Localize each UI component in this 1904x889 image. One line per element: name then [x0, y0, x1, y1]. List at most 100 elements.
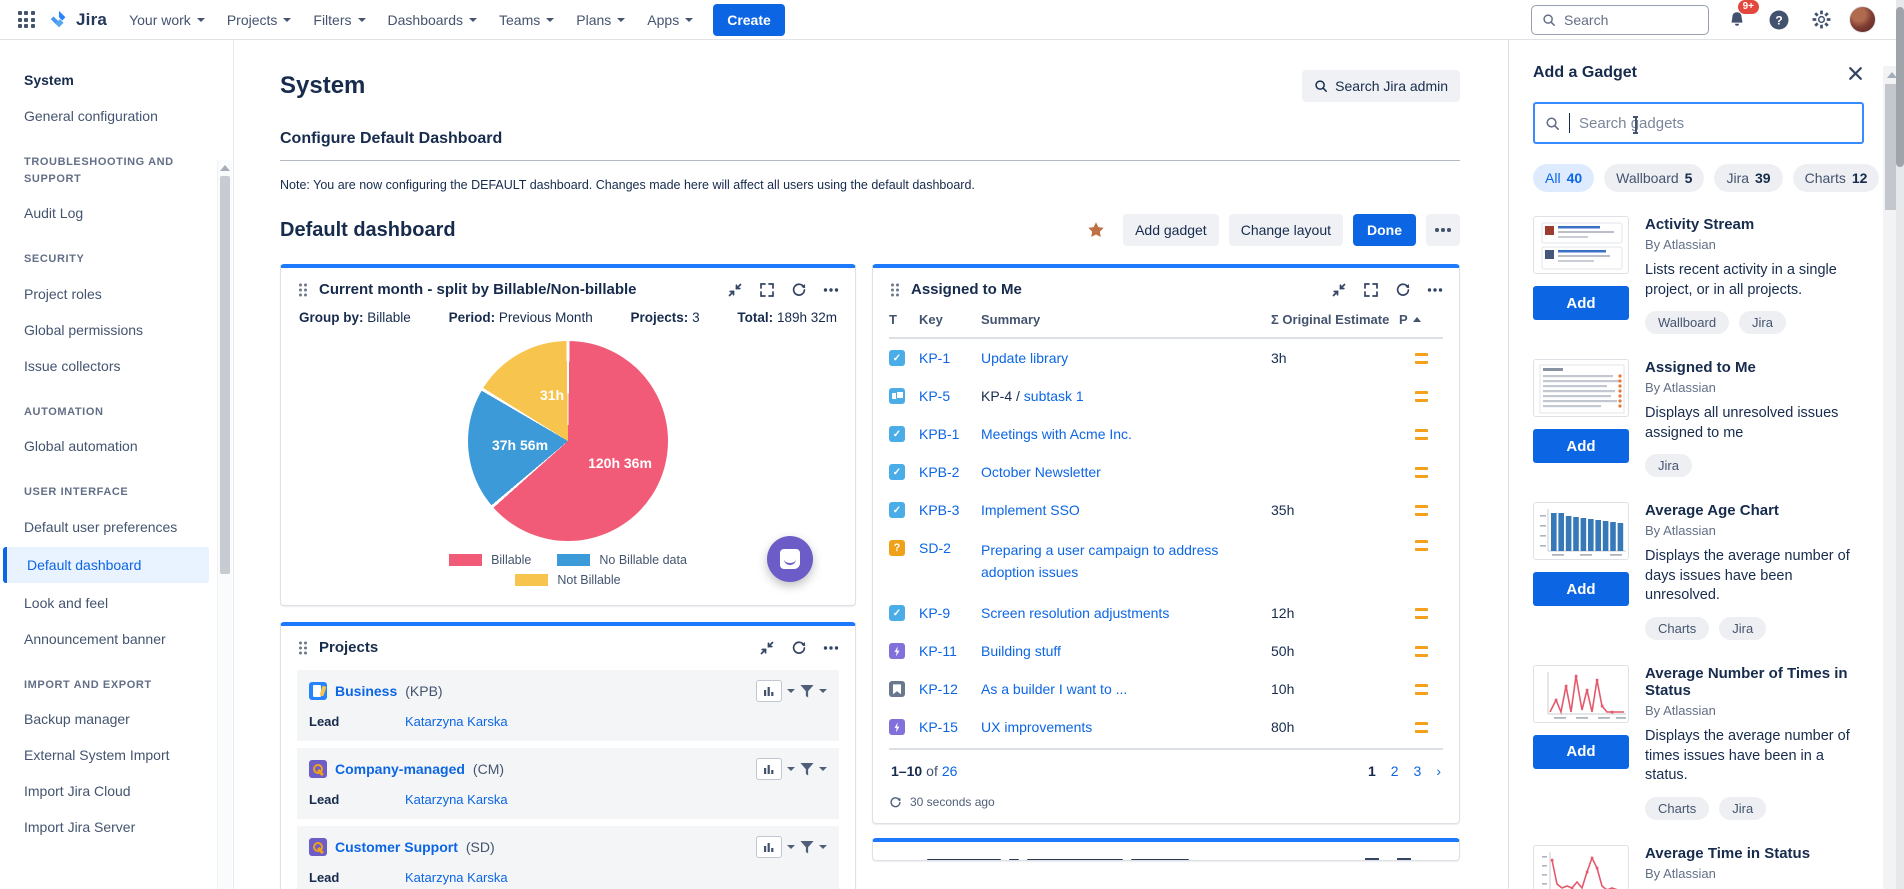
browser-scrollbar[interactable] — [1896, 0, 1904, 889]
sidebar-item-default-dashboard[interactable]: Default dashboard — [3, 546, 209, 583]
add-button[interactable]: Add — [1533, 734, 1629, 769]
sidebar-item-project-roles[interactable]: Project roles — [24, 285, 102, 302]
drag-handle-icon[interactable] — [297, 282, 309, 298]
search-jira-admin-button[interactable]: Search Jira admin — [1302, 70, 1460, 102]
filter-chip-jira[interactable]: Jira 39 — [1714, 164, 1783, 192]
total-results-link[interactable]: 26 — [941, 763, 958, 780]
avatar[interactable] — [1849, 6, 1876, 33]
issue-key-link[interactable]: KPB-1 — [919, 426, 960, 442]
done-button[interactable]: Done — [1353, 214, 1416, 246]
legend-item-no-billable-data[interactable]: No Billable data — [557, 553, 687, 567]
drag-handle-icon[interactable] — [889, 282, 901, 298]
issue-key-link[interactable]: SD-2 — [919, 540, 951, 556]
issue-key-link[interactable]: KP-12 — [919, 681, 958, 698]
nav-menu-apps[interactable]: Apps — [637, 4, 703, 36]
notifications-button[interactable]: 9+ — [1723, 0, 1759, 34]
issue-summary-link[interactable]: October Newsletter — [981, 464, 1101, 480]
pagination-next[interactable]: › — [1436, 763, 1441, 780]
pagination-page-1[interactable]: 1 — [1367, 763, 1376, 780]
billable-pie[interactable]: 120h 36m 37h 56m 31h — [468, 341, 668, 541]
sidebar-item-look-and-feel[interactable]: Look and feel — [24, 594, 109, 611]
lead-user-link[interactable]: Katarzyna Karska — [405, 870, 508, 885]
chevron-down-icon[interactable] — [787, 767, 795, 771]
issue-summary-link[interactable]: subtask 1 — [1023, 388, 1084, 404]
global-search-input[interactable] — [1531, 4, 1709, 35]
chevron-down-icon[interactable] — [819, 845, 827, 849]
issue-summary-link[interactable]: UX improvements — [981, 719, 1093, 736]
sidebar-item-audit-log[interactable]: Audit Log — [24, 205, 84, 221]
chat-widget-button[interactable] — [767, 536, 813, 582]
nav-menu-plans[interactable]: Plans — [566, 4, 635, 36]
scrollbar-thumb[interactable] — [220, 176, 230, 574]
pagination-page-2[interactable]: 2 — [1390, 763, 1399, 780]
filter-icon[interactable] — [800, 684, 814, 698]
close-icon[interactable] — [1847, 65, 1864, 82]
chevron-down-icon[interactable] — [819, 767, 827, 771]
filter-chip-charts[interactable]: Charts 12 — [1792, 164, 1880, 192]
scroll-up-arrow[interactable] — [220, 165, 230, 171]
nav-menu-your-work[interactable]: Your work — [119, 4, 215, 36]
filter-chip-all[interactable]: All 40 — [1533, 164, 1595, 192]
refresh-icon[interactable] — [791, 640, 807, 656]
more-options-button[interactable] — [1426, 214, 1460, 246]
gadget-search-input[interactable] — [1533, 102, 1864, 144]
filter-chip-wallboard[interactable]: Wallboard 5 — [1604, 164, 1705, 192]
bar-chart-icon[interactable] — [756, 758, 782, 780]
chevron-down-icon[interactable] — [787, 689, 795, 693]
issue-key-link[interactable]: KP-5 — [919, 388, 951, 404]
scrollbar-thumb[interactable] — [1896, 7, 1904, 167]
more-icon[interactable] — [823, 640, 839, 656]
issue-key-link[interactable]: KP-1 — [919, 350, 951, 366]
project-link[interactable]: Company-managed — [335, 761, 465, 777]
nav-menu-filters[interactable]: Filters — [303, 4, 375, 36]
add-button[interactable]: Add — [1533, 429, 1629, 464]
help-button[interactable]: ? — [1765, 6, 1793, 34]
refresh-icon[interactable] — [889, 796, 902, 809]
issue-summary-link[interactable]: Preparing a user campaign to address ado… — [981, 542, 1219, 580]
issue-summary-link[interactable]: As a builder I want to ... — [981, 681, 1128, 698]
expand-icon[interactable] — [759, 282, 775, 298]
issue-summary-link[interactable]: Meetings with Acme Inc. — [981, 426, 1132, 442]
sidebar-item-default-user-preferences[interactable]: Default user preferences — [24, 518, 178, 535]
sidebar-item-announcement-banner[interactable]: Announcement banner — [24, 630, 166, 647]
filter-icon[interactable] — [800, 762, 814, 776]
sidebar-item-import-jira-server[interactable]: Import Jira Server — [24, 819, 136, 835]
lead-user-link[interactable]: Katarzyna Karska — [405, 714, 508, 729]
gadget-search-field[interactable] — [1579, 114, 1852, 132]
sidebar-item-external-system-import[interactable]: External System Import — [24, 747, 170, 763]
column-header-summary[interactable]: Summary — [981, 312, 1041, 327]
scroll-up-arrow[interactable] — [1886, 72, 1897, 78]
legend-item-not-billable[interactable]: Not Billable — [515, 573, 621, 587]
issue-key-link[interactable]: KP-15 — [919, 719, 958, 736]
app-switcher-icon[interactable] — [10, 4, 42, 36]
nav-menu-teams[interactable]: Teams — [489, 4, 564, 36]
bar-chart-icon[interactable] — [756, 836, 782, 858]
sidebar-item-import-jira-cloud[interactable]: Import Jira Cloud — [24, 783, 131, 799]
legend-item-billable[interactable]: Billable — [449, 553, 531, 567]
nav-menu-projects[interactable]: Projects — [217, 4, 302, 36]
pagination-page-3[interactable]: 3 — [1413, 763, 1422, 780]
expand-icon[interactable] — [1363, 282, 1379, 298]
global-search-field[interactable] — [1564, 11, 1684, 28]
sidebar-item-global-permissions[interactable]: Global permissions — [24, 321, 144, 338]
chevron-down-icon[interactable] — [819, 689, 827, 693]
issue-summary-link[interactable]: Building stuff — [981, 643, 1061, 660]
create-button[interactable]: Create — [713, 3, 785, 36]
collapse-icon[interactable] — [1331, 282, 1347, 298]
issue-key-link[interactable]: KP-11 — [919, 643, 957, 660]
chevron-down-icon[interactable] — [787, 845, 795, 849]
sidebar-item-backup-manager[interactable]: Backup manager — [24, 711, 130, 727]
more-icon[interactable] — [1427, 282, 1443, 298]
jira-logo[interactable]: Jira — [44, 9, 117, 31]
column-header-type[interactable]: T — [889, 312, 897, 327]
issue-key-link[interactable]: KPB-2 — [919, 464, 960, 480]
sidebar-item-global-automation[interactable]: Global automation — [24, 438, 138, 454]
change-layout-button[interactable]: Change layout — [1228, 214, 1343, 246]
issue-summary-link[interactable]: Screen resolution adjustments — [981, 605, 1170, 622]
lead-user-link[interactable]: Katarzyna Karska — [405, 792, 508, 807]
add-gadget-button[interactable]: Add gadget — [1123, 214, 1219, 246]
scrollbar-thumb[interactable] — [1885, 84, 1898, 210]
column-header-key[interactable]: Key — [919, 312, 943, 327]
more-icon[interactable] — [823, 282, 839, 298]
bar-chart-icon[interactable] — [756, 680, 782, 702]
